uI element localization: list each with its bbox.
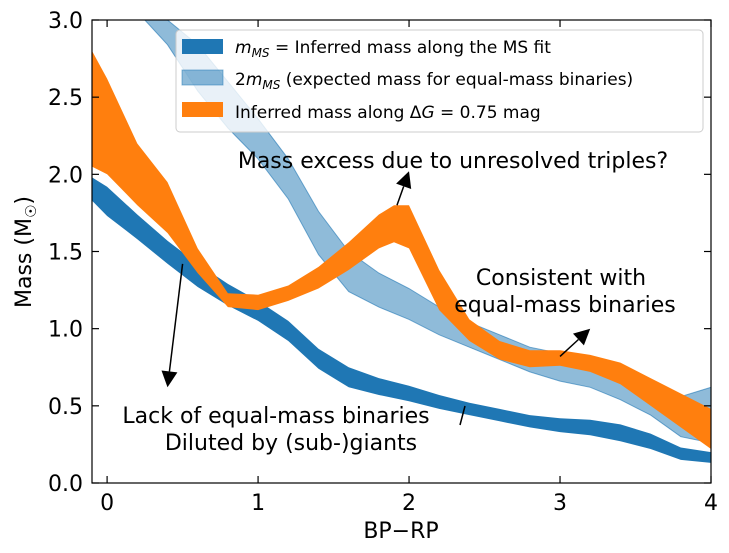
annotation-triples: Mass excess due to unresolved triples?: [238, 149, 668, 174]
annotation-arrow-line: [396, 186, 405, 206]
legend-label-ms: mMS = Inferred mass along the MS fit: [235, 38, 551, 60]
annotation-arrow-head: [573, 328, 591, 346]
legend-label-dg: Inferred mass along ΔG = 0.75 mag: [235, 103, 541, 123]
annotation-arrow-head: [396, 171, 412, 189]
x-tick-label: 4: [704, 491, 718, 516]
annotation-arrow-line: [559, 338, 579, 357]
annotation-lack-line2: Diluted by (sub-)giants: [165, 431, 417, 456]
y-tick-label: 3.0: [48, 9, 83, 34]
y-tick-label: 2.5: [48, 86, 83, 111]
x-tick-label: 0: [100, 491, 114, 516]
annotation-slash-mark: [459, 405, 466, 426]
annotation-consistent-line1: Consistent with: [476, 266, 646, 291]
legend-swatch-dg: [182, 102, 223, 117]
y-tick-label: 0.5: [48, 395, 83, 420]
legend-label-2ms: 2mMS (expected mass for equal-mass binar…: [235, 70, 633, 92]
y-tick-label: 2.0: [48, 163, 83, 188]
annotation-lack-line1: Lack of equal-mass binaries: [122, 404, 429, 429]
y-tick-label: 0.0: [48, 472, 83, 497]
y-axis-label: Mass (M☉): [12, 196, 40, 308]
ms-mass-band: [92, 177, 711, 463]
annotation-arrow-head: [161, 370, 178, 388]
annotation-arrow-line: [168, 263, 184, 372]
y-tick-label: 1.0: [48, 318, 83, 343]
legend-swatch-2ms: [181, 69, 224, 86]
legend-swatch-ms: [182, 39, 223, 54]
legend-box: [175, 29, 704, 133]
annotation-consistent-line2: equal-mass binaries: [454, 293, 675, 318]
x-axis-label: BP−RP: [363, 519, 438, 544]
legend: mMS = Inferred mass along the MS fit 2mM…: [175, 29, 704, 133]
y-tick-label: 1.5: [48, 241, 83, 266]
x-tick-label: 1: [251, 491, 265, 516]
annotations: Mass excess due to unresolved triples? C…: [122, 149, 675, 456]
x-tick-label: 3: [553, 491, 567, 516]
x-tick-label: 2: [402, 491, 416, 516]
